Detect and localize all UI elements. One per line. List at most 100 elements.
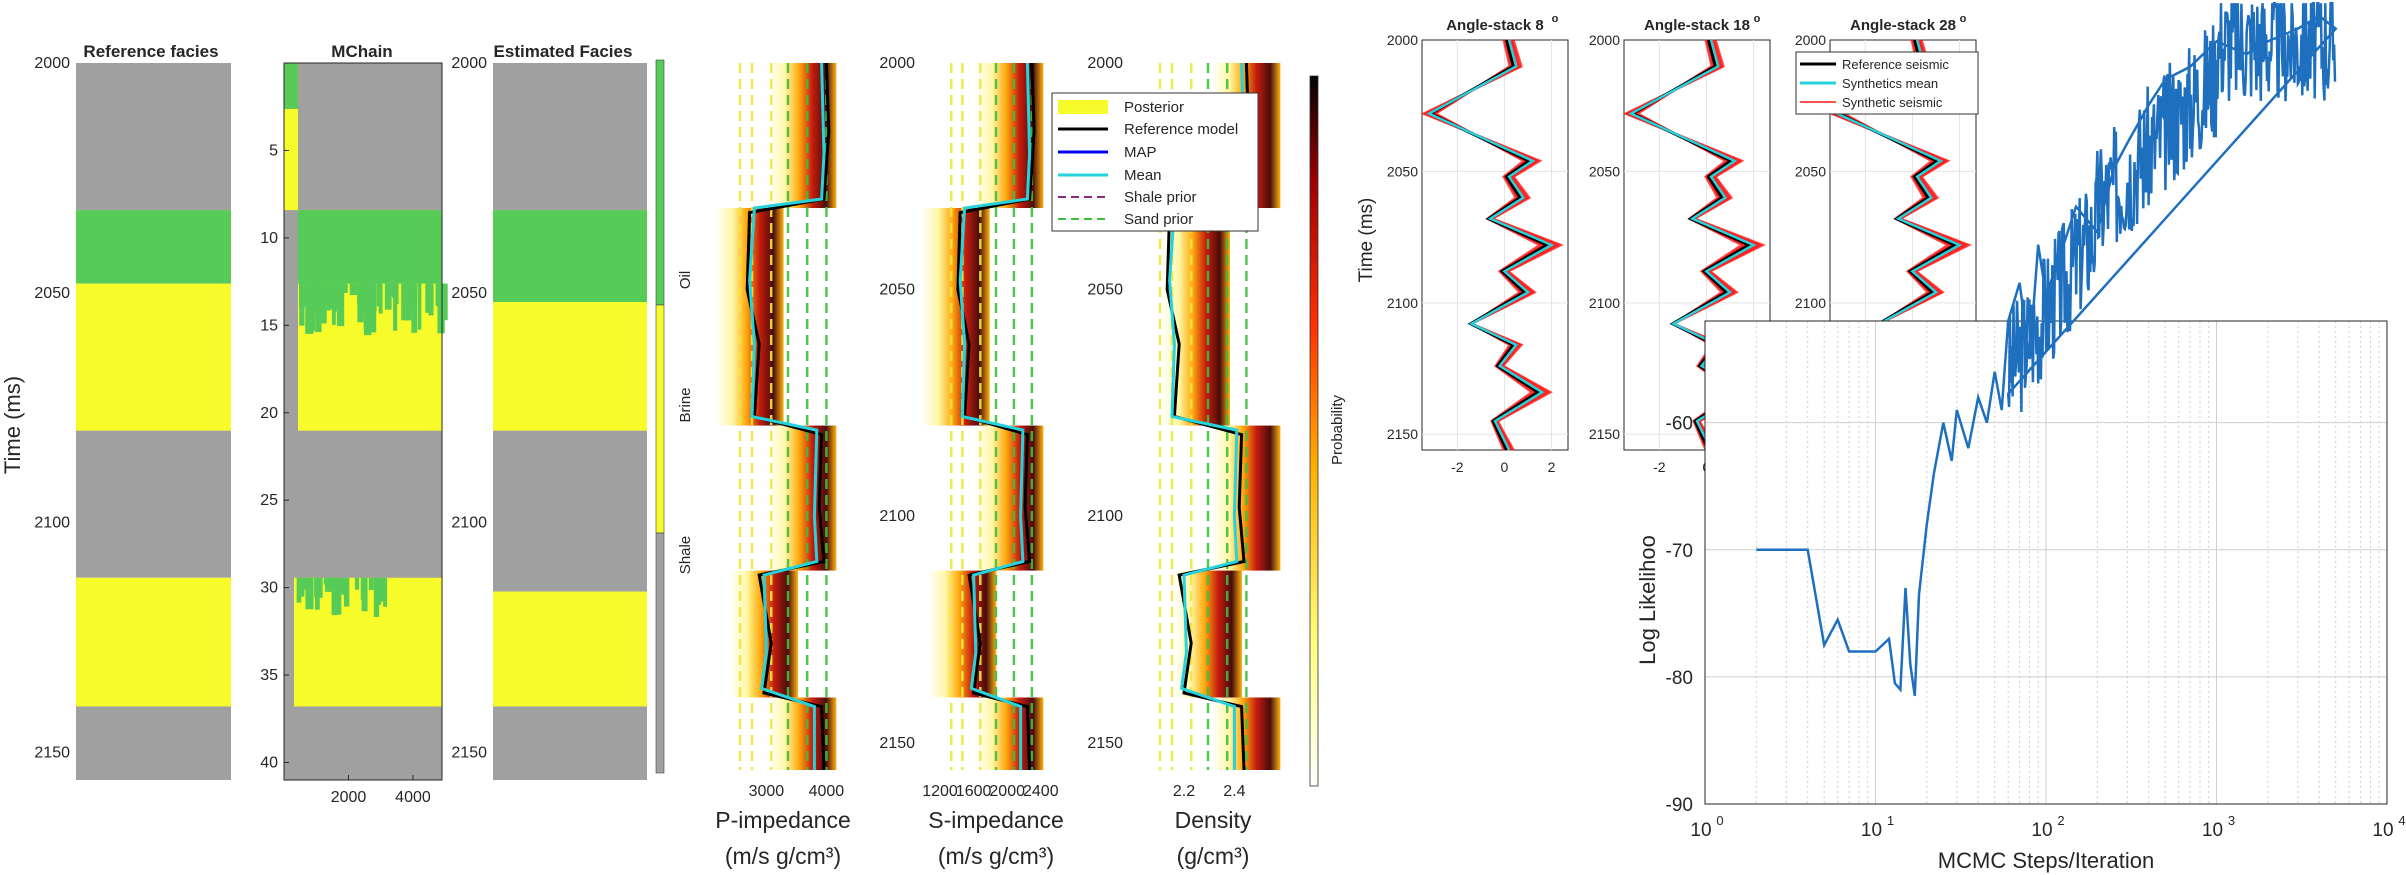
- seismic-time-tick-label: 2100: [1387, 295, 1418, 311]
- mchain-oil-fringe-2: [331, 577, 338, 616]
- facies-segment-brine: [76, 577, 231, 707]
- estimated-facies-log: [493, 63, 647, 780]
- mchain-oil-block: [298, 210, 442, 284]
- ll-x-tick-label: 10: [1861, 820, 1882, 841]
- mchain-image: [283, 62, 448, 781]
- facies-colorbar: Oil Brine Shale: [655, 59, 694, 774]
- mchain-oil-fringe: [331, 283, 339, 305]
- seismic-time-tick-label: 2100: [1795, 295, 1826, 311]
- legend-swatch-posterior: [1058, 100, 1108, 114]
- mchain-x-tick-label: 2000: [331, 789, 367, 806]
- facies-segment-shale: [493, 430, 647, 592]
- mchain-oil-fringe: [349, 283, 358, 296]
- mchain-oil-fringe-2: [360, 577, 368, 600]
- facies-segment-shale: [76, 706, 231, 780]
- mchain-oil-fringe: [369, 283, 377, 333]
- seismic-title-degree: o: [1552, 13, 1559, 25]
- time-tick-label: 2150: [34, 744, 70, 761]
- synthetics-mean-trace: [1426, 39, 1555, 451]
- mchain-oil-fringe: [404, 283, 413, 307]
- elastic-time-tick-label: 2150: [1087, 735, 1123, 752]
- mchain-y-tick-label: 5: [269, 142, 278, 159]
- seismic-legend-mean: Synthetics mean: [1842, 76, 1938, 91]
- s-impedance-title: S-impedance: [928, 807, 1064, 833]
- legend-sand-prior: Sand prior: [1124, 211, 1193, 228]
- seismic-x-tick-label: 0: [1501, 459, 1509, 475]
- time-tick-label: 2050: [451, 285, 487, 302]
- seismic-x-tick-label: -2: [1653, 459, 1666, 475]
- ll-y-tick-label: -60: [1666, 414, 1693, 435]
- probability-colorbar: Probability: [1309, 75, 1346, 787]
- facies-segment-brine: [76, 283, 231, 431]
- ll-x-tick-exponent: 4: [2398, 813, 2405, 828]
- reference-model-line-s: [956, 62, 1036, 771]
- elastic-time-tick-label: 2100: [1087, 508, 1123, 525]
- ll-xlabel: MCMC Steps/Iteration: [1938, 848, 2154, 873]
- seismic-time-label: Time (ms): [1356, 198, 1377, 283]
- ll-y-tick-label: -90: [1666, 795, 1693, 816]
- posterior-band-s: [921, 208, 990, 426]
- seismic-title-degree: o: [1960, 13, 1967, 25]
- ll-x-tick-exponent: 2: [2057, 813, 2064, 828]
- posterior-band-s: [975, 425, 1044, 571]
- mchain-y-tick-label: 35: [260, 667, 278, 684]
- mean-line-p: [748, 62, 826, 770]
- mchain-y-tick-label: 25: [260, 492, 278, 509]
- time-tick-label: 2150: [451, 744, 487, 761]
- mchain-oil-fringe-2: [314, 577, 318, 598]
- legend-posterior: Posterior: [1124, 99, 1184, 116]
- mchain-oil-fringe: [357, 283, 365, 315]
- ll-ticks: 10 0 10 1 10 2 10 3 10 4 -90 -80 -70 -60: [1666, 414, 2406, 841]
- elastic-section: 3000 4000 12001600200024002000205021002150…: [715, 55, 1346, 869]
- colorbar-brine: [655, 304, 665, 534]
- facies-label-oil: Oil: [677, 271, 694, 289]
- facies-segment-brine: [493, 591, 647, 707]
- seismic-time-tick-label: 2000: [1589, 32, 1620, 48]
- ll-series-line: [1756, 1, 2338, 697]
- seismic-title-degree: o: [1754, 13, 1761, 25]
- elastic-time-tick-label: 2000: [1087, 55, 1123, 72]
- mchain-oil-fringe-2: [298, 577, 305, 597]
- ll-y-tick-label: -80: [1666, 668, 1693, 689]
- ll-x-tick-label: 10: [2372, 820, 2393, 841]
- time-tick-label: 2000: [34, 55, 70, 72]
- elastic-time-tick-label: 2050: [1087, 282, 1123, 299]
- seismic-legend: Reference seismic Synthetics mean Synthe…: [1795, 51, 1979, 115]
- mchain-oil-fringe: [364, 283, 372, 336]
- ll-ylabel: Log Likelihoo: [1635, 535, 1660, 665]
- legend-mean: Mean: [1124, 167, 1162, 184]
- seismic-legend-synthetic: Synthetic seismic: [1842, 95, 1943, 110]
- facies-segment-oil: [493, 210, 647, 302]
- facies-segment-shale: [493, 63, 647, 211]
- elastic-time-tick-label: 2100: [879, 508, 915, 525]
- facies-section: Time (ms) Reference facies 2000205021002…: [0, 42, 694, 806]
- seismic-title: Angle-stack 8: [1446, 17, 1544, 34]
- mchain-oil-fringe: [341, 283, 348, 293]
- s-impedance-unit: (m/s g/cm³): [938, 843, 1054, 869]
- elastic-x-tick-label-d: 2.4: [1223, 783, 1245, 800]
- ll-x-tick-label: 10: [1690, 820, 1711, 841]
- ll-x-tick-exponent: 3: [2228, 813, 2235, 828]
- mchain-oil-fringe-2: [383, 577, 388, 607]
- mchain-oil-fringe-2: [338, 577, 346, 592]
- time-tick-label: 2000: [451, 55, 487, 72]
- mchain-oil-fringe: [309, 283, 314, 334]
- seismic-x-tick-label: -2: [1451, 459, 1464, 475]
- seismic-time-tick-label: 2000: [1795, 32, 1826, 48]
- mchain-oil-fringe: [315, 283, 322, 333]
- ll-x-tick-exponent: 1: [1887, 813, 1894, 828]
- mchain-oil-fringe: [417, 283, 422, 330]
- density-unit: (g/cm³): [1177, 843, 1250, 869]
- facies-segment-shale: [493, 706, 647, 780]
- mchain-oil-fringe: [384, 283, 392, 310]
- legend-map: MAP: [1124, 144, 1157, 161]
- p-impedance-title: P-impedance: [715, 807, 851, 833]
- mchain-y-tick-label: 15: [260, 317, 278, 334]
- time-tick-label: 2100: [34, 515, 70, 532]
- seismic-time-tick-label: 2100: [1589, 295, 1620, 311]
- mchain-early-oil: [284, 63, 298, 109]
- mchain-oil-fringe: [305, 283, 314, 334]
- mchain-oil-fringe: [393, 283, 398, 331]
- reference-facies-log: [76, 63, 231, 780]
- legend-shale-prior: Shale prior: [1124, 189, 1197, 206]
